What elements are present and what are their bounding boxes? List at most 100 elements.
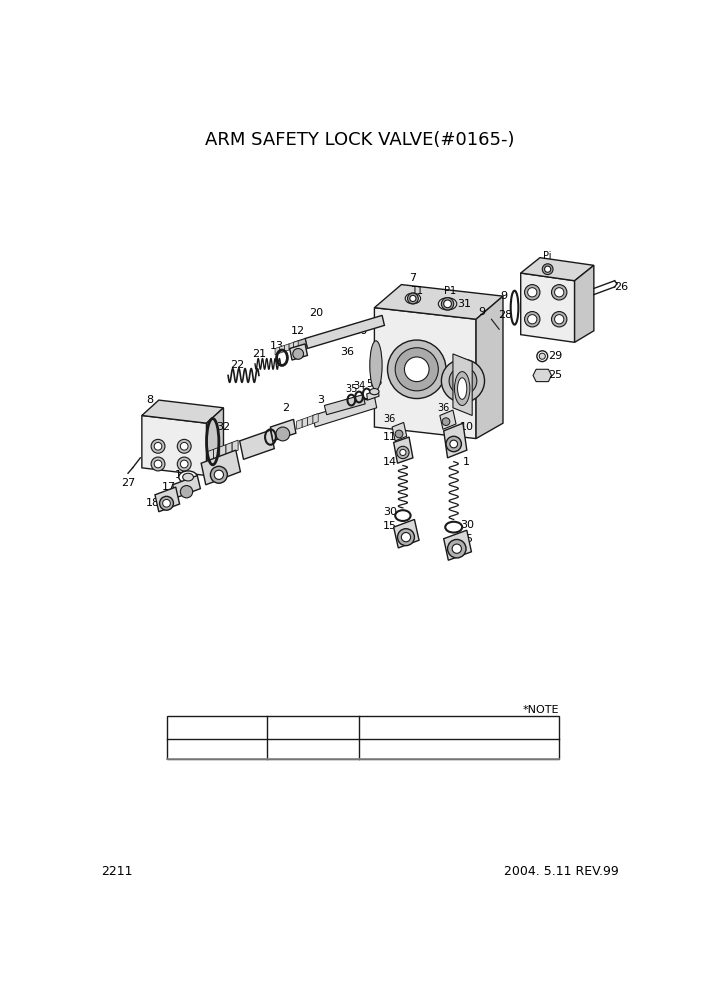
Circle shape (537, 351, 548, 362)
Text: 9: 9 (479, 307, 486, 316)
Circle shape (276, 427, 290, 440)
Polygon shape (284, 344, 289, 351)
Text: 30: 30 (383, 507, 397, 517)
Text: PARTS NO: PARTS NO (284, 742, 342, 755)
Circle shape (450, 440, 458, 447)
Text: T1: T1 (411, 286, 423, 296)
Circle shape (452, 544, 461, 554)
Polygon shape (444, 530, 472, 560)
Circle shape (214, 470, 223, 479)
Text: 20: 20 (310, 309, 324, 318)
Circle shape (528, 314, 537, 323)
Polygon shape (440, 410, 456, 430)
Ellipse shape (370, 341, 382, 390)
Circle shape (552, 285, 567, 300)
Ellipse shape (179, 471, 197, 483)
Text: 13: 13 (270, 341, 284, 351)
Text: 16: 16 (371, 377, 383, 387)
Circle shape (178, 457, 191, 471)
Circle shape (180, 485, 192, 498)
Polygon shape (220, 444, 226, 457)
Circle shape (402, 533, 411, 542)
Text: 26: 26 (614, 282, 628, 292)
Text: 28: 28 (498, 310, 512, 320)
Text: 34: 34 (353, 381, 365, 391)
Text: 2: 2 (282, 403, 289, 413)
Polygon shape (207, 449, 213, 461)
Polygon shape (270, 420, 296, 440)
Text: 22: 22 (230, 360, 244, 370)
Text: 8: 8 (146, 395, 153, 405)
Ellipse shape (370, 389, 379, 395)
Polygon shape (297, 420, 302, 430)
Circle shape (395, 348, 438, 391)
Text: 6: 6 (206, 460, 213, 470)
Text: 2211: 2211 (101, 865, 133, 878)
Text: 30: 30 (460, 520, 474, 530)
Circle shape (542, 264, 553, 275)
Ellipse shape (454, 372, 470, 406)
Text: 21: 21 (252, 349, 266, 359)
Polygon shape (302, 418, 307, 428)
Polygon shape (313, 414, 318, 424)
Circle shape (524, 311, 540, 327)
Text: 18: 18 (145, 498, 160, 508)
Circle shape (555, 314, 564, 323)
Text: 32: 32 (216, 422, 230, 433)
Circle shape (528, 288, 537, 297)
Polygon shape (293, 338, 307, 352)
Text: 1: 1 (463, 456, 470, 466)
Circle shape (410, 296, 416, 302)
Circle shape (442, 359, 484, 403)
Polygon shape (201, 450, 240, 485)
Text: 15: 15 (383, 521, 397, 531)
Text: 36: 36 (354, 325, 368, 335)
Polygon shape (324, 395, 365, 415)
Text: 25: 25 (548, 370, 562, 381)
Text: 35: 35 (345, 384, 357, 394)
Polygon shape (305, 315, 385, 348)
Text: 12: 12 (291, 325, 305, 335)
Polygon shape (374, 285, 503, 319)
Polygon shape (173, 475, 200, 498)
Polygon shape (444, 424, 467, 458)
Polygon shape (575, 265, 594, 342)
Circle shape (524, 285, 540, 300)
Text: 9: 9 (501, 291, 508, 302)
Circle shape (442, 418, 450, 426)
Text: Pi: Pi (543, 251, 552, 261)
Polygon shape (521, 273, 575, 342)
Circle shape (211, 466, 227, 483)
Circle shape (151, 457, 165, 471)
Circle shape (448, 540, 466, 558)
Circle shape (545, 266, 551, 272)
Polygon shape (293, 341, 298, 348)
Circle shape (154, 460, 162, 468)
Circle shape (555, 288, 564, 297)
Polygon shape (239, 431, 274, 459)
Polygon shape (453, 354, 472, 416)
Polygon shape (213, 447, 220, 459)
Text: 10: 10 (460, 422, 474, 433)
Polygon shape (290, 344, 307, 360)
Text: 33: 33 (240, 441, 254, 451)
Text: 29: 29 (548, 351, 562, 361)
Text: 2004. 5.11 REV.99: 2004. 5.11 REV.99 (504, 865, 618, 878)
Text: 07814-00100: 07814-00100 (276, 722, 350, 732)
Text: *NOTE: *NOTE (523, 704, 559, 714)
Text: ITEM: ITEM (445, 742, 473, 755)
Circle shape (154, 442, 162, 450)
Circle shape (456, 374, 470, 388)
Circle shape (163, 499, 171, 507)
Circle shape (180, 460, 188, 468)
Polygon shape (366, 390, 379, 400)
Text: 3: 3 (317, 395, 324, 405)
Ellipse shape (183, 473, 194, 481)
Polygon shape (307, 416, 313, 426)
Circle shape (408, 293, 418, 304)
Text: 31: 31 (458, 299, 472, 309)
Text: 14: 14 (383, 456, 397, 466)
Polygon shape (394, 437, 413, 463)
Circle shape (449, 367, 477, 395)
Polygon shape (476, 297, 503, 438)
